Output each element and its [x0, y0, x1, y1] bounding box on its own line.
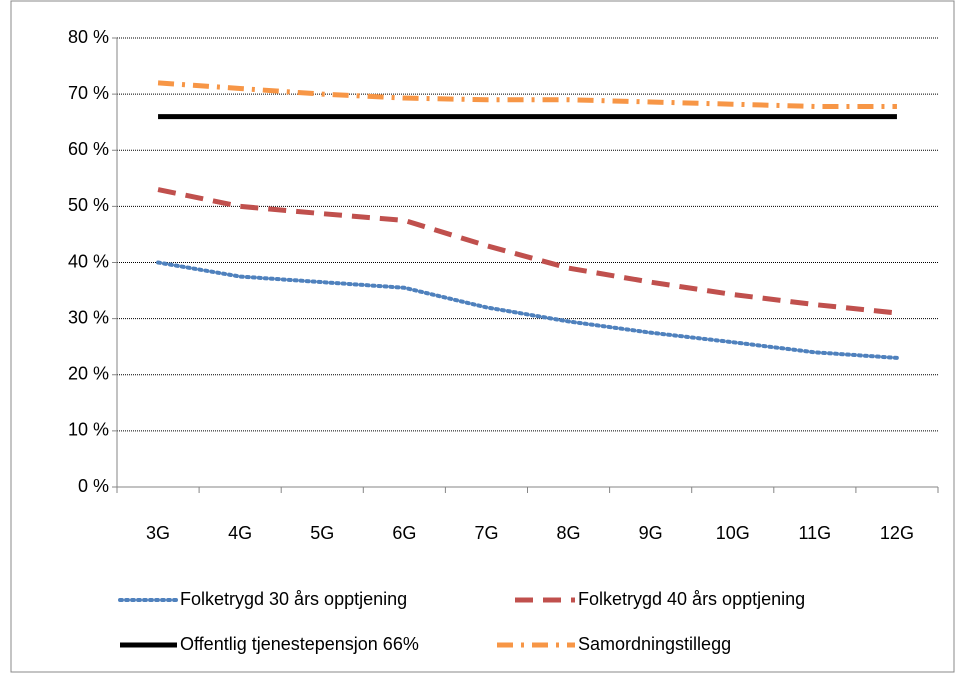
x-tick-label: 4G [228, 523, 252, 543]
x-tick-label: 10G [716, 523, 750, 543]
y-tick-label: 30 % [68, 307, 109, 327]
y-tick-label: 20 % [68, 364, 109, 384]
x-tick-label: 8G [557, 523, 581, 543]
x-tick-label: 12G [880, 523, 914, 543]
legend-label: Samordningstillegg [578, 634, 731, 654]
x-tick-label: 9G [639, 523, 663, 543]
y-tick-label: 10 % [68, 420, 109, 440]
y-tick-label: 0 % [78, 476, 109, 496]
legend-label: Folketrygd 40 års opptjening [578, 589, 805, 609]
x-tick-label: 11G [799, 523, 832, 543]
y-tick-label: 60 % [68, 139, 109, 159]
legend-label: Offentlig tjenestepensjon 66% [180, 634, 419, 654]
y-tick-label: 80 % [68, 27, 109, 47]
y-tick-label: 40 % [68, 251, 109, 271]
x-tick-label: 7G [474, 523, 498, 543]
series-line [156, 260, 899, 360]
x-tick-label: 3G [146, 523, 170, 543]
x-tick-label: 6G [392, 523, 416, 543]
x-tick-label: 5G [310, 523, 334, 543]
series-line [157, 187, 898, 316]
legend-label: Folketrygd 30 års opptjening [180, 589, 407, 609]
y-tick-label: 50 % [68, 195, 109, 215]
chart-frame [10, 0, 955, 673]
y-tick-label: 70 % [68, 83, 109, 103]
